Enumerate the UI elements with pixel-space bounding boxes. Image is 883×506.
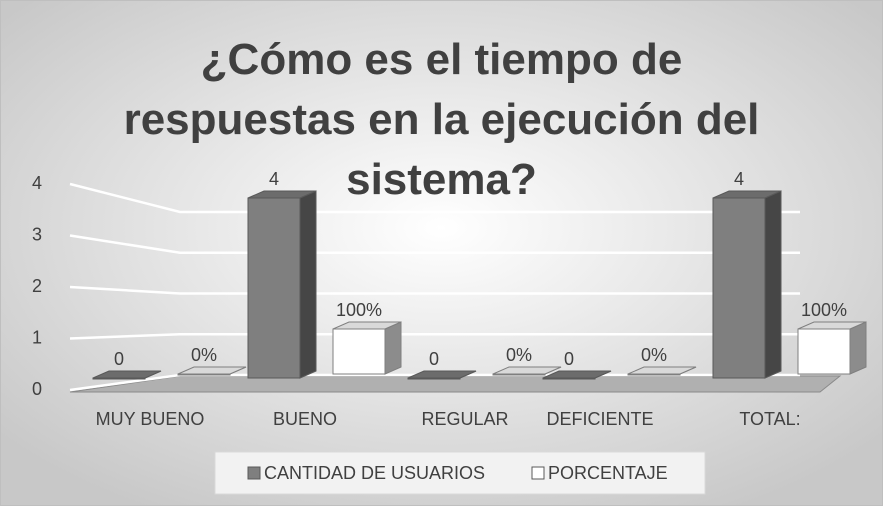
bar xyxy=(332,321,402,375)
bar-face xyxy=(332,321,402,330)
bar-face xyxy=(247,190,317,199)
bar xyxy=(712,190,782,379)
grid-line xyxy=(69,285,800,295)
bar-face xyxy=(542,370,612,379)
x-tick-label: TOTAL: xyxy=(739,409,800,429)
data-label: 0 xyxy=(114,349,124,369)
bar xyxy=(627,366,697,376)
legend-swatch xyxy=(531,466,545,480)
bar-face xyxy=(712,190,782,199)
bar-face xyxy=(764,190,782,379)
bar-face xyxy=(177,366,247,375)
bar-face xyxy=(797,321,867,330)
bar-face xyxy=(92,370,162,379)
x-tick-label: REGULAR xyxy=(421,409,508,429)
bar xyxy=(797,321,867,375)
data-label: 100% xyxy=(801,300,847,320)
legend-swatch xyxy=(247,466,261,480)
bar xyxy=(247,190,317,379)
bar-face xyxy=(627,366,697,375)
x-tick-label: DEFICIENTE xyxy=(546,409,653,429)
bar xyxy=(92,370,162,380)
bar-face xyxy=(332,328,386,375)
y-tick-label: 0 xyxy=(32,379,42,399)
y-tick-label: 1 xyxy=(32,327,42,347)
y-tick-label: 3 xyxy=(32,224,42,244)
legend-label: CANTIDAD DE USUARIOS xyxy=(264,463,485,483)
bar-face xyxy=(384,321,402,375)
bar-face xyxy=(247,197,301,379)
data-label: 0% xyxy=(506,345,532,365)
legend-box xyxy=(214,451,706,495)
data-label: 100% xyxy=(336,300,382,320)
floor xyxy=(69,375,842,393)
data-label: 0 xyxy=(564,349,574,369)
bar-face xyxy=(797,328,851,375)
data-label: 4 xyxy=(269,169,279,189)
x-tick-label: MUY BUENO xyxy=(96,409,205,429)
bar-face xyxy=(712,197,766,379)
chart-title: ¿Cómo es el tiempo de respuestas en la e… xyxy=(123,35,760,204)
bar xyxy=(492,366,562,376)
bar-face xyxy=(849,321,867,375)
y-tick-label: 2 xyxy=(32,276,42,296)
bar-face xyxy=(407,370,477,379)
data-label: 0% xyxy=(191,345,217,365)
legend-label: PORCENTAJE xyxy=(548,463,668,483)
data-label: 0% xyxy=(641,345,667,365)
bar-face xyxy=(299,190,317,379)
bar-face xyxy=(492,366,562,375)
grid-line xyxy=(69,182,800,214)
grid-line xyxy=(69,333,800,340)
bar xyxy=(542,370,612,380)
bar xyxy=(177,366,247,376)
data-label: 0 xyxy=(429,349,439,369)
bar xyxy=(407,370,477,380)
y-tick-label: 4 xyxy=(32,173,42,193)
x-tick-label: BUENO xyxy=(273,409,337,429)
grid-line xyxy=(69,234,800,254)
data-label: 4 xyxy=(734,169,744,189)
